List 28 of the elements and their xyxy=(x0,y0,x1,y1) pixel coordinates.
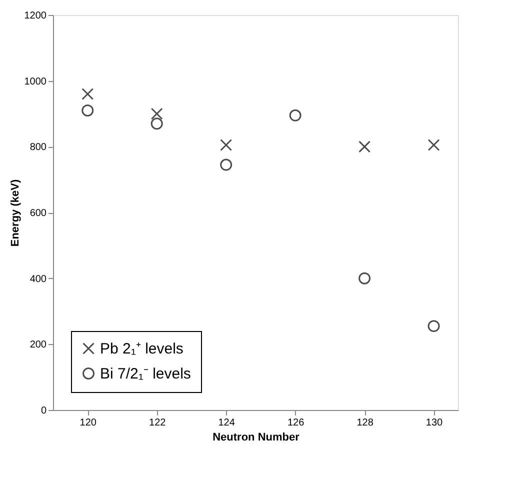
point xyxy=(358,272,371,284)
y-tick-label: 600 xyxy=(30,208,47,219)
point xyxy=(150,118,163,130)
legend-label: Bi 7/2₁⁻ levels xyxy=(100,366,191,382)
point xyxy=(220,158,232,171)
y-tick-label: 0 xyxy=(40,406,47,416)
x-tick-label: 128 xyxy=(356,418,374,428)
y-tick-label: 200 xyxy=(30,340,47,351)
x-axis-title: Neutron Number xyxy=(212,432,300,444)
y-tick-label: 400 xyxy=(30,274,47,285)
point xyxy=(358,140,371,153)
y-tick-label: 1000 xyxy=(24,76,47,88)
point xyxy=(428,320,440,332)
point xyxy=(150,108,163,120)
x-tick-label: 126 xyxy=(287,418,305,428)
y-axis-title: Energy (keV) xyxy=(9,179,22,247)
x-tick-label: 124 xyxy=(218,418,236,428)
point xyxy=(289,109,302,122)
point xyxy=(220,139,232,152)
y-tick-label: 800 xyxy=(30,142,47,154)
point xyxy=(82,104,94,116)
y-tick-label: 1200 xyxy=(24,10,47,22)
x-tick-label: 120 xyxy=(80,418,97,428)
point xyxy=(428,139,440,152)
x-tick-label: 130 xyxy=(426,418,444,428)
x-tick-label: 122 xyxy=(149,418,166,428)
legend-label: Pb 2₁⁺ levels xyxy=(100,340,184,358)
point xyxy=(82,88,94,100)
